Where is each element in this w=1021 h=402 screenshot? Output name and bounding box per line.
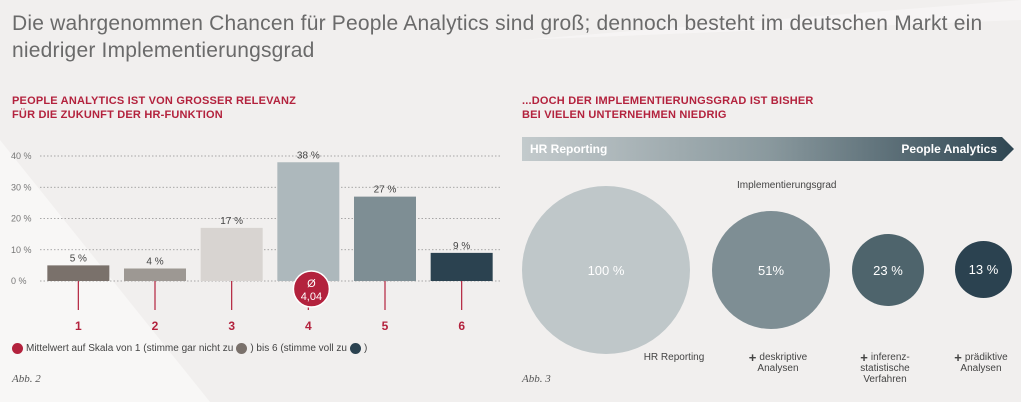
bar-value-label: 9 % xyxy=(453,241,470,252)
right-chart-heading: ...DOCH DER IMPLEMENTIERUNGSGRAD IST BIS… xyxy=(522,94,814,122)
right-heading-line-2: BEI VIELEN UNTERNEHMEN NIEDRIG xyxy=(522,109,727,121)
caption-line: deskriptive xyxy=(759,352,808,363)
caption-predictive: + prädiktive Analysen xyxy=(944,350,1018,374)
bubble-predictive: 13 % xyxy=(955,241,1012,298)
plus-icon: + xyxy=(954,350,962,365)
hr-reporting-label: HR Reporting xyxy=(530,142,608,156)
caption-line: prädiktive xyxy=(964,352,1008,363)
bar xyxy=(200,227,263,281)
bubble-hr-reporting: 100 % xyxy=(522,186,690,354)
mean-marker-legend-icon xyxy=(12,343,23,354)
x-category-label: 2 xyxy=(152,319,159,333)
plus-icon: + xyxy=(860,350,868,365)
caption-hr-reporting: HR Reporting xyxy=(636,352,712,363)
y-tick-label: 40 % xyxy=(11,151,32,161)
y-tick-label: 0 % xyxy=(11,276,27,286)
caption-line: Analysen xyxy=(757,363,799,374)
chart-legend: Mittelwert auf Skala von 1 (stimme gar n… xyxy=(12,343,367,354)
x-category-label: 6 xyxy=(458,319,465,333)
x-category-label: 3 xyxy=(228,319,235,333)
reporting-to-analytics-arrow xyxy=(522,137,1014,161)
bar-value-label: 27 % xyxy=(374,185,397,196)
x-category-label: 5 xyxy=(382,319,389,333)
bubble-value: 23 % xyxy=(873,262,903,278)
page-title: Die wahrgenommen Chancen für People Anal… xyxy=(12,12,983,62)
mean-symbol: Ø xyxy=(307,278,316,290)
caption-line: statistische xyxy=(860,363,910,374)
left-chart-heading: PEOPLE ANALYTICS IST VON GROSSER RELEVAN… xyxy=(12,94,296,122)
bar xyxy=(354,196,416,281)
left-heading-line-2: FÜR DIE ZUKUNFT DER HR-FUNKTION xyxy=(12,109,223,121)
legend-text-1: Mittelwert auf Skala von 1 (stimme gar n… xyxy=(26,343,234,354)
caption-inferential: + inferenz- statistische Verfahren xyxy=(846,350,924,385)
caption-line: inferenz- xyxy=(870,352,910,363)
y-tick-label: 10 % xyxy=(11,245,32,255)
caption-line: Analysen xyxy=(960,363,1002,374)
legend-text-3: ) xyxy=(364,343,368,354)
bar-value-label: 17 % xyxy=(220,216,243,227)
bar-value-label: 5 % xyxy=(70,253,87,264)
bar xyxy=(430,252,493,281)
right-heading-line-1: ...DOCH DER IMPLEMENTIERUNGSGRAD IST BIS… xyxy=(522,95,814,107)
legend-text-2: ) bis 6 (stimme voll zu xyxy=(250,343,347,354)
people-analytics-label: People Analytics xyxy=(901,142,997,156)
figure-label-right: Abb. 3 xyxy=(522,373,551,385)
bubble-value: 13 % xyxy=(968,262,999,277)
relevance-bar-chart: 40 % 30 % 20 % 10 % 0 % 5 % 1 4 % 2 17 % 3 38 % 4 27 … xyxy=(11,150,500,333)
implementation-degree-label: Implementierungsgrad xyxy=(737,180,837,191)
bar xyxy=(47,265,110,281)
bubble-descriptive: 51% xyxy=(712,211,830,329)
caption-descriptive: + deskriptive Analysen xyxy=(738,350,818,374)
x-category-label: 1 xyxy=(75,319,82,333)
y-tick-label: 20 % xyxy=(11,214,32,224)
bar xyxy=(277,162,340,281)
bubble-value: 100 % xyxy=(587,262,625,278)
caption-line: HR Reporting xyxy=(643,352,705,363)
bar-value-label: 38 % xyxy=(297,150,320,161)
scale-high-legend-icon xyxy=(350,343,361,354)
bubble-inferential: 23 % xyxy=(852,234,924,306)
mean-marker xyxy=(292,270,331,308)
left-heading-line-1: PEOPLE ANALYTICS IST VON GROSSER RELEVAN… xyxy=(12,95,297,107)
y-tick-label: 30 % xyxy=(11,182,32,192)
figure-label-left: Abb. 2 xyxy=(12,373,41,385)
x-category-label: 4 xyxy=(305,319,312,333)
plus-icon: + xyxy=(748,350,757,365)
bar-value-label: 4 % xyxy=(146,257,163,268)
caption-line: Verfahren xyxy=(863,374,907,385)
bar xyxy=(124,268,186,281)
scale-low-legend-icon xyxy=(236,343,248,354)
bubble-value: 51% xyxy=(757,262,785,278)
mean-value: 4,04 xyxy=(301,291,322,303)
